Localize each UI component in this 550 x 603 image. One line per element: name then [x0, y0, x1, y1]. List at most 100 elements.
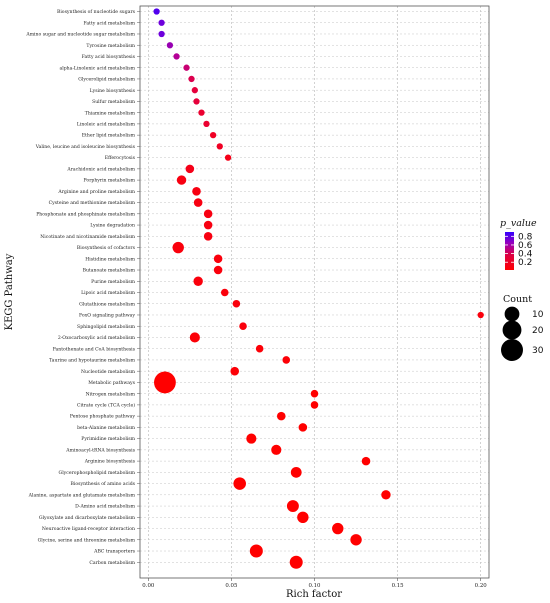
- pathway-label: Nicotinate and nicotinamide metabolism: [40, 234, 135, 240]
- pathway-label: Citrate cycle (TCA cycle): [77, 402, 135, 409]
- data-point: [193, 276, 203, 286]
- color-tick-label: 0.4: [518, 250, 533, 260]
- data-point: [289, 555, 303, 569]
- data-point: [361, 456, 371, 466]
- pathway-label: Glycerolipid metabolism: [78, 77, 135, 83]
- pathway-label: Biosynthesis of cofactors: [77, 245, 136, 251]
- size-legend-circle: [502, 320, 522, 340]
- data-point: [172, 241, 184, 254]
- pathway-label: Glycerophospholipid metabolism: [59, 470, 136, 476]
- data-point: [224, 154, 232, 161]
- size-legend-label: 20: [532, 326, 544, 336]
- size-legend-label: 30: [532, 346, 544, 356]
- x-tick-label: 0.20: [475, 583, 488, 589]
- pathway-label: Pantothenate and CoA biosynthesis: [53, 346, 136, 352]
- pathway-label: Fatty acid biosynthesis: [82, 54, 136, 60]
- pathway-label: Arachidonic acid metabolism: [66, 166, 135, 172]
- pathway-label: Arginine biosynthesis: [84, 459, 136, 465]
- pathway-label: Pentose phosphate pathway: [70, 414, 136, 420]
- pathway-label: Metabolic pathways: [88, 380, 135, 386]
- data-point: [203, 232, 213, 241]
- data-point: [154, 371, 176, 394]
- data-point: [166, 42, 174, 49]
- data-point: [188, 75, 195, 83]
- pathway-label: Neuroactive ligand-receptor interaction: [42, 526, 135, 532]
- data-point: [198, 109, 205, 116]
- pathway-label: Lipoic acid metabolism: [81, 290, 136, 296]
- pathway-label: Thiamine metabolism: [85, 110, 136, 116]
- pathway-label: Lysine biosynthesis: [90, 88, 136, 94]
- data-point: [158, 19, 165, 26]
- data-point: [209, 131, 217, 139]
- data-point: [332, 522, 344, 535]
- legend: p_value 0.80.60.40.2 Count 10 20 30: [500, 218, 544, 361]
- x-tick-label: 0.15: [392, 583, 405, 589]
- pathway-label: Amino sugar and nucleotide sugar metabol…: [25, 32, 135, 38]
- data-point: [213, 265, 223, 275]
- data-point: [192, 187, 201, 196]
- pathway-label: Fatty acid metabolism: [83, 20, 135, 26]
- data-point: [381, 490, 391, 500]
- pathway-label: Porphyrin metabolism: [84, 178, 136, 184]
- data-point: [203, 120, 210, 128]
- y-axis-title: KEGG Pathway: [4, 253, 15, 330]
- data-point: [249, 544, 263, 558]
- pathway-label: Glutathione metabolism: [79, 301, 136, 307]
- data-point: [193, 98, 200, 105]
- data-point: [176, 175, 187, 185]
- pathway-label: Histidine metabolism: [85, 256, 135, 262]
- size-legend-circle: [504, 306, 520, 322]
- data-point: [297, 511, 309, 524]
- color-legend-title: p_value: [500, 218, 537, 229]
- pathway-label: Linoleic acid metabolism: [77, 122, 136, 128]
- color-legend-ticks: 0.80.60.40.2: [505, 232, 533, 268]
- data-point: [173, 53, 180, 60]
- pathway-label: beta-Alanine metabolism: [77, 425, 136, 431]
- data-point: [189, 332, 200, 343]
- data-point: [246, 433, 257, 444]
- pathway-label: Butanoate metabolism: [83, 268, 136, 274]
- size-legend-title: Count: [503, 294, 532, 305]
- x-tick-label: 0.05: [225, 583, 238, 589]
- data-point: [282, 356, 291, 364]
- pathway-label: Cysteine and methionine metabolism: [49, 200, 136, 206]
- data-point: [158, 30, 165, 38]
- data-point: [153, 8, 160, 15]
- data-point: [203, 209, 213, 219]
- x-axis-title: Rich factor: [286, 589, 342, 600]
- pathway-label: Carbon metabolism: [89, 560, 135, 566]
- data-point: [477, 311, 484, 319]
- data-point: [276, 411, 286, 421]
- pathway-label: Valine, leucine and isoleucine biosynthe…: [35, 144, 136, 150]
- pathway-label: Glyoxylate and dicarboxylate metabolism: [39, 515, 136, 521]
- size-legend-label: 10: [532, 310, 544, 320]
- data-point: [350, 534, 362, 546]
- data-point: [230, 366, 240, 376]
- x-axis-ticks: 0.00 0.05 0.10 0.15 0.20: [142, 578, 487, 589]
- size-legend-circle: [501, 339, 523, 361]
- data-point: [310, 401, 319, 409]
- pathway-label: Nucleotide metabolism: [81, 369, 136, 375]
- pathway-label: Arginine and proline metabolism: [57, 189, 135, 195]
- data-point: [216, 143, 223, 150]
- data-point: [232, 299, 241, 308]
- data-point: [220, 288, 229, 297]
- color-tick-label: 0.2: [518, 258, 532, 268]
- pathway-label: Sulfur metabolism: [92, 99, 136, 105]
- pathway-label: D-Amino acid metabolism: [75, 504, 135, 510]
- pathway-label: Nitrogen metabolism: [86, 391, 136, 397]
- color-legend-bar: [505, 232, 514, 270]
- pathway-label: Pyrimidine metabolism: [81, 436, 135, 442]
- data-point: [233, 477, 246, 490]
- data-point: [286, 500, 299, 513]
- data-point: [193, 198, 203, 207]
- pathway-label: Sphingolipid metabolism: [77, 324, 136, 330]
- data-point: [213, 254, 223, 264]
- pathway-label: Lysine degradation: [90, 223, 135, 229]
- points-layer: [153, 8, 484, 569]
- pathway-label: Glycine, serine and threonine metabolism: [38, 537, 136, 543]
- pathway-label: Biosynthesis of amino acids: [71, 481, 136, 487]
- data-point: [183, 64, 190, 71]
- pathway-label: Taurine and hypotaurine metabolism: [49, 358, 136, 364]
- data-point: [271, 444, 282, 455]
